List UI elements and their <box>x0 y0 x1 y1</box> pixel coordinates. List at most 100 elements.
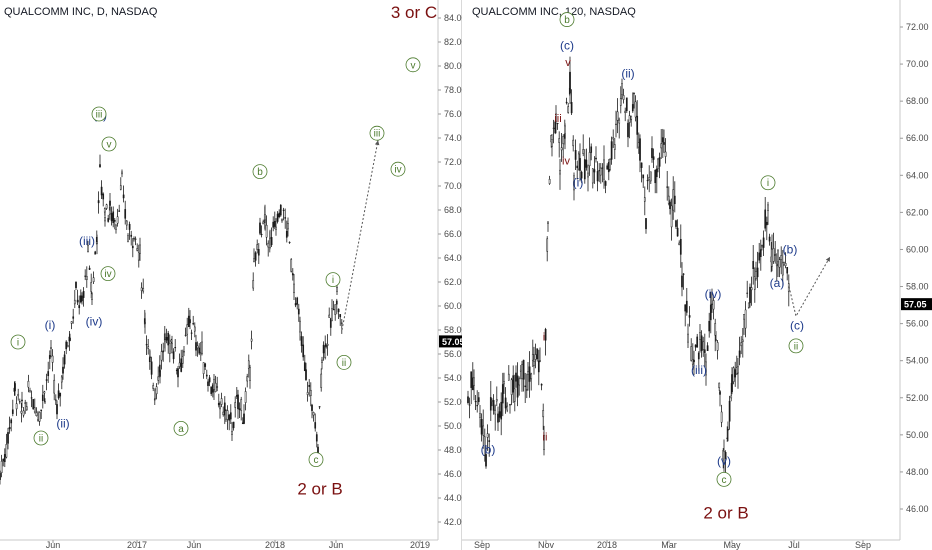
candle-body <box>530 373 533 380</box>
candle-body <box>270 237 273 246</box>
candle-body <box>467 396 469 404</box>
candle-body <box>62 366 64 374</box>
candle-body <box>730 395 733 399</box>
candle-body <box>585 159 588 168</box>
candle-body <box>318 406 321 408</box>
candle-body <box>547 221 549 224</box>
candle-body <box>669 201 671 210</box>
y-tick-label: 62.00 <box>444 277 462 287</box>
candle-body <box>780 255 783 260</box>
candle-body <box>666 186 669 188</box>
candle-body <box>723 450 725 463</box>
candle-body <box>205 374 208 377</box>
candle-body <box>565 101 568 104</box>
daily-chart[interactable]: 42.00 44.00 46.00 48.00 50.00 52.00 54.00 56.00… <box>0 0 462 550</box>
candle-body <box>213 378 215 390</box>
candle-body <box>112 211 115 223</box>
candle-body <box>639 138 641 161</box>
candle-body <box>567 106 570 113</box>
candle-body <box>144 322 146 324</box>
candle-body <box>734 369 737 378</box>
y-tick-label: 68.00 <box>444 205 462 215</box>
candle-body <box>272 221 275 228</box>
candle-body <box>96 241 98 244</box>
candle-body <box>544 328 547 341</box>
candle-body <box>548 179 551 184</box>
candle-body <box>60 376 63 383</box>
candle-body <box>17 393 20 397</box>
y-tick-label: 80.00 <box>444 61 462 71</box>
candle-body <box>768 236 771 242</box>
wave-label: (c) <box>560 39 574 53</box>
candle-body <box>18 401 21 403</box>
candle-body <box>76 299 79 303</box>
candle-body <box>783 262 785 266</box>
candle-body <box>91 293 93 301</box>
y-tick-label: 48.00 <box>906 467 929 477</box>
candle-body <box>10 419 13 424</box>
candle-body <box>331 308 333 322</box>
candle-body <box>507 373 510 381</box>
candle-body <box>72 316 75 319</box>
candle-body <box>325 345 327 348</box>
candle-body <box>579 158 581 171</box>
candle-body <box>15 403 18 410</box>
candle-body <box>700 335 703 352</box>
wave-label: a <box>178 424 184 435</box>
wave-label: (ii) <box>56 417 69 431</box>
wave-label: (v) <box>717 454 731 468</box>
candle-body <box>217 402 220 406</box>
candle-body <box>133 238 135 240</box>
candle-body <box>775 263 778 267</box>
candle-body <box>208 377 211 383</box>
candle-body <box>537 360 540 373</box>
intraday-chart[interactable]: 46.00 48.00 50.00 52.00 54.00 56.00 58.00 60.00… <box>462 0 932 550</box>
candle-body <box>661 137 664 143</box>
candle-body <box>294 303 297 306</box>
candle-body <box>130 234 133 237</box>
candle-body <box>257 249 260 256</box>
candle-body <box>728 400 731 422</box>
candle-body <box>184 334 187 336</box>
candle-body <box>506 405 509 411</box>
candle-body <box>293 283 295 294</box>
candle-body <box>339 314 342 318</box>
candle-body <box>311 404 313 411</box>
panel-divider <box>461 0 462 550</box>
candle-body <box>631 104 634 112</box>
candle-body <box>253 258 255 262</box>
candle-body <box>70 321 73 324</box>
candle-body <box>337 308 340 313</box>
candle-body <box>744 309 747 329</box>
wave-circle <box>252 164 268 180</box>
candle-body <box>672 189 675 211</box>
candle-body <box>560 147 563 151</box>
candle-body <box>260 233 263 236</box>
candle-body <box>515 372 517 382</box>
candle-body <box>183 351 185 353</box>
candle-body <box>675 220 677 227</box>
candle-body <box>37 419 39 421</box>
candle-body <box>59 392 62 397</box>
candle-body <box>174 347 177 349</box>
candle-body <box>110 213 113 222</box>
wave-label: c <box>314 455 319 466</box>
candle-body <box>702 341 705 350</box>
candle-body <box>328 314 331 318</box>
candle-body <box>145 344 148 346</box>
candle-body <box>533 361 535 366</box>
candle-body <box>320 373 323 388</box>
candle-body <box>102 193 105 200</box>
candle-body <box>569 71 571 94</box>
y-tick-label: 64.00 <box>906 170 929 180</box>
candle-body <box>69 337 71 341</box>
candle-body <box>598 170 601 172</box>
candle-body <box>160 351 163 361</box>
candle-body <box>615 123 617 125</box>
last-price-label: 57.05 <box>904 300 927 310</box>
candle-body <box>518 378 521 386</box>
candle-body <box>105 204 108 209</box>
candle-body <box>676 227 679 237</box>
candle-body <box>521 364 523 379</box>
candle-body <box>306 392 309 395</box>
